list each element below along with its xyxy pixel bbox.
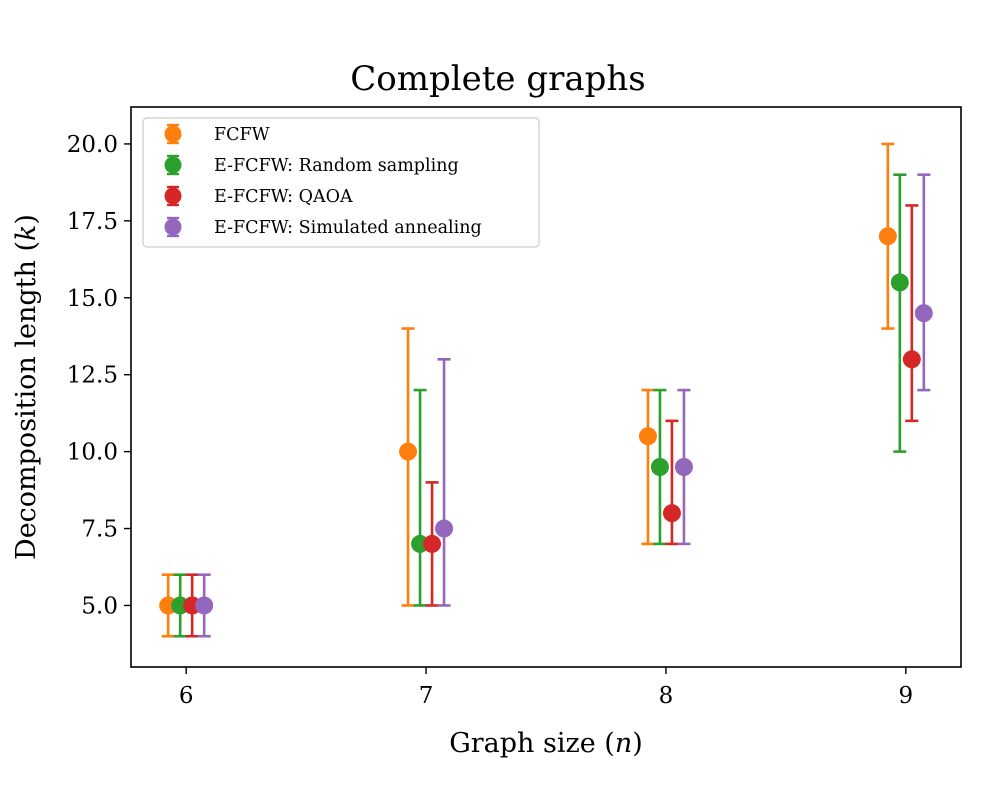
y-tick-label: 20.0: [67, 132, 118, 158]
legend-marker-icon: [164, 125, 182, 143]
y-tick-label: 5.0: [81, 593, 118, 619]
svg-text:Graph size (n): Graph size (n): [449, 728, 643, 759]
data-point: [423, 534, 442, 553]
legend-frame: [142, 117, 540, 248]
legend-label: E-FCFW: Random sampling: [214, 156, 459, 176]
y-axis: 5.0 7.5 10.0 12.5 15.0 17.5 20.0: [67, 132, 131, 619]
x-tick-label: 8: [659, 683, 674, 709]
y-axis-label-symbol: k: [11, 225, 42, 241]
series-group: [195, 173, 933, 638]
y-tick-label: 12.5: [67, 363, 118, 389]
data-point: [914, 304, 933, 323]
data-point: [435, 519, 454, 538]
y-tick-label: 15.0: [67, 286, 118, 312]
chart-title: Complete graphs: [350, 59, 645, 99]
x-axis: 6 7 8 9: [179, 667, 913, 709]
legend-label: E-FCFW: Simulated annealing: [214, 218, 482, 238]
data-point: [650, 458, 669, 476]
y-axis-label: Decomposition length (k): [11, 214, 42, 560]
y-axis-label-text: Decomposition length (: [11, 241, 42, 560]
x-tick-label: 9: [899, 683, 914, 709]
x-axis-label-symbol: n: [615, 728, 632, 759]
x-axis-label-close: ): [632, 728, 643, 759]
data-point: [890, 273, 909, 292]
y-axis-label-close: ): [11, 214, 42, 225]
x-tick-label: 7: [419, 683, 434, 709]
series-group: [159, 142, 897, 638]
plot-frame: [130, 106, 962, 668]
legend: FCFW E-FCFW: Random sampling E-FCFW: QAOA E…: [142, 117, 540, 248]
data-point: [902, 350, 921, 369]
svg-text:Decomposition length (k): Decomposition length (k): [11, 214, 42, 560]
data-point: [399, 442, 418, 461]
y-tick-label: 7.5: [81, 517, 118, 543]
legend-marker-icon: [164, 156, 182, 174]
x-axis-label: Graph size (n): [449, 728, 643, 759]
data-point: [878, 227, 897, 246]
x-tick-label: 6: [179, 683, 194, 709]
data-point: [195, 596, 214, 615]
plot-area: [159, 142, 933, 638]
data-point: [674, 458, 693, 476]
y-tick-label: 17.5: [67, 209, 118, 235]
legend-label: E-FCFW: QAOA: [214, 187, 353, 207]
legend-marker-icon: [164, 218, 182, 236]
legend-marker-icon: [164, 187, 182, 205]
x-axis-label-text: Graph size (: [449, 728, 615, 759]
data-point: [638, 427, 657, 446]
y-tick-label: 10.0: [67, 440, 118, 466]
data-point: [662, 504, 681, 523]
legend-label: FCFW: [214, 125, 270, 145]
